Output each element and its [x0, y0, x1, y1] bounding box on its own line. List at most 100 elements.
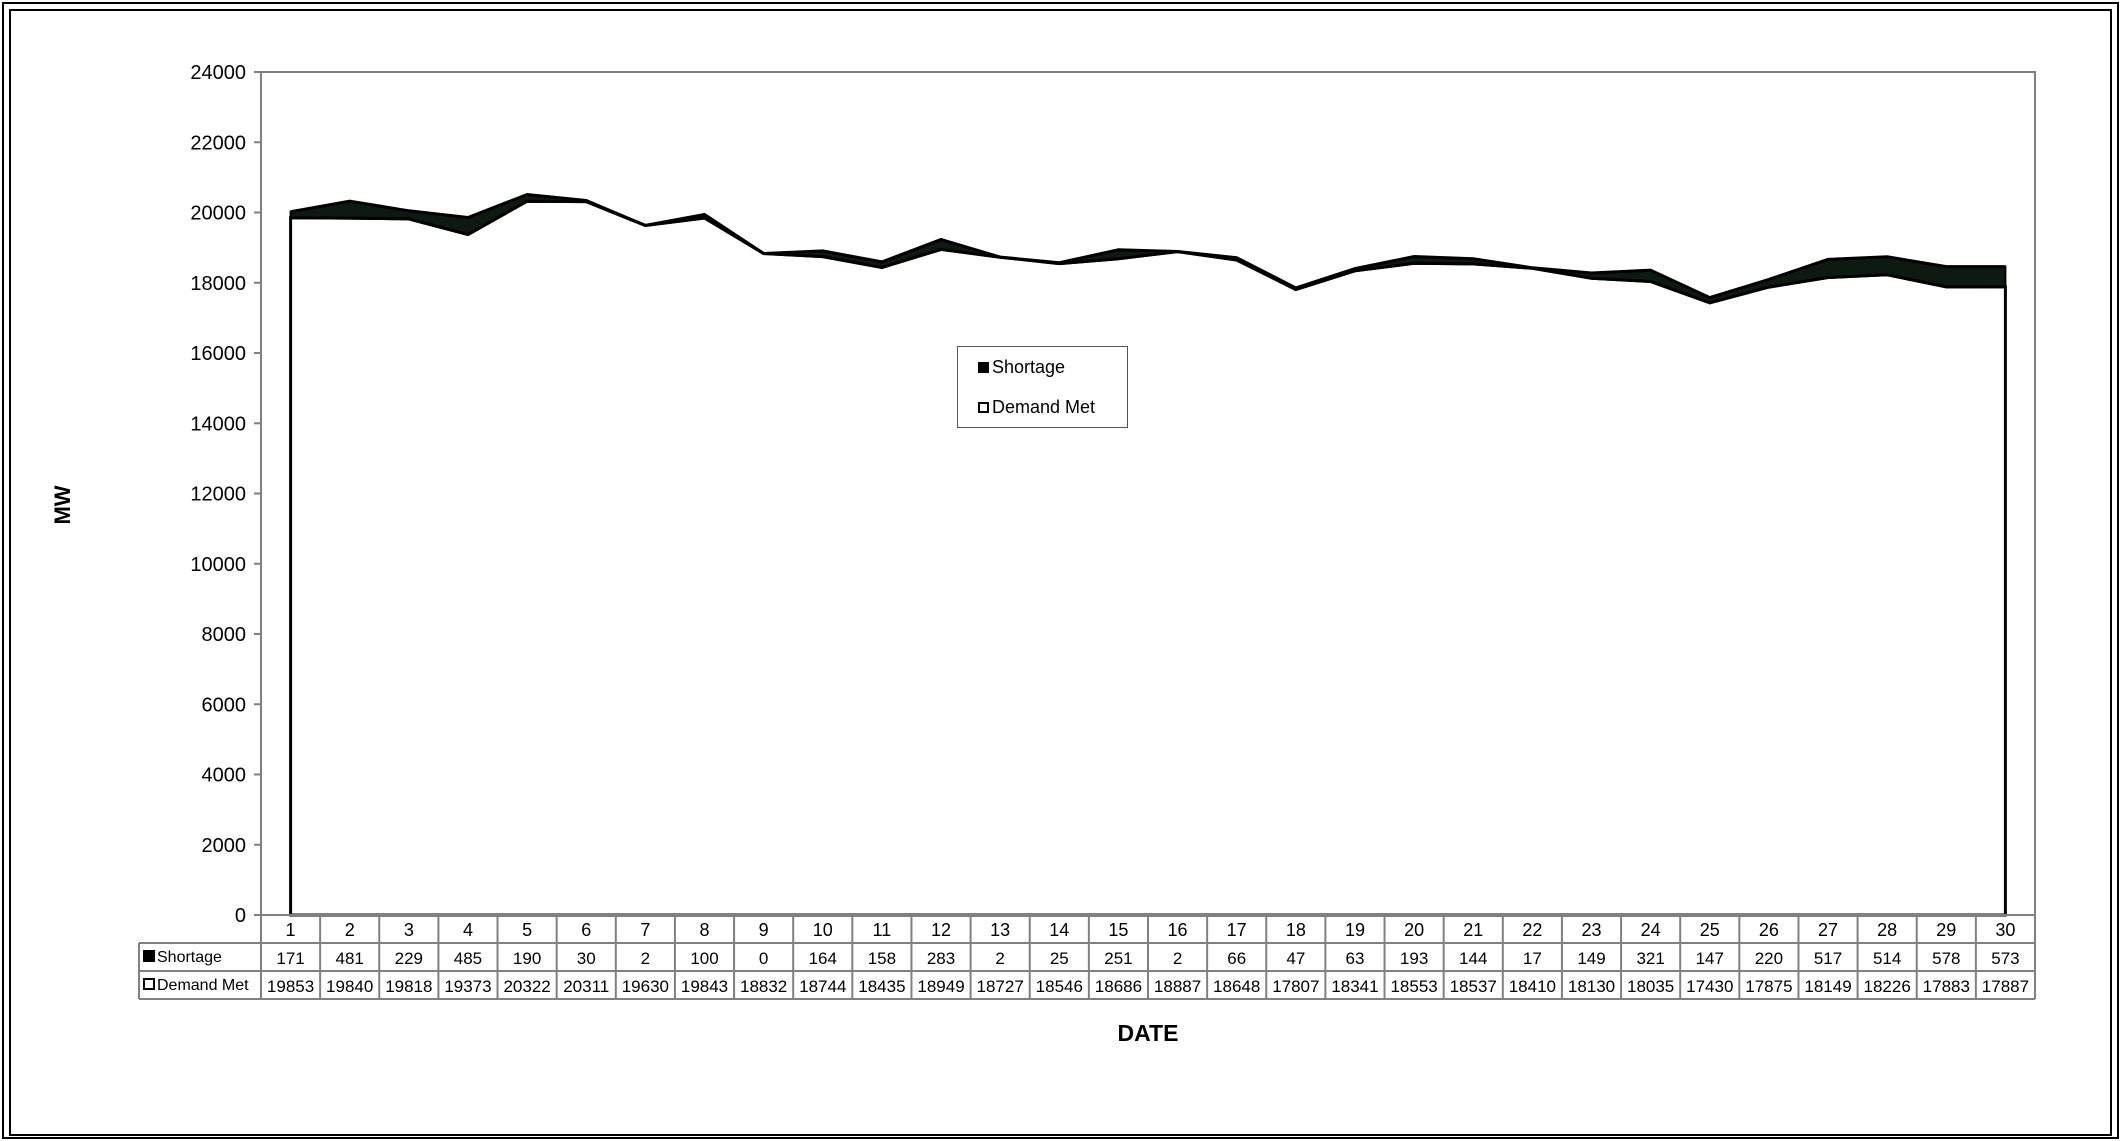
- table-cell: 0: [759, 949, 768, 968]
- x-tick-label: 8: [699, 920, 709, 940]
- x-tick-label: 26: [1759, 920, 1779, 940]
- table-cell: 63: [1346, 949, 1365, 968]
- table-cell: 18130: [1568, 977, 1615, 996]
- x-tick-label: 4: [463, 920, 473, 940]
- area-demand-met: [289, 199, 2007, 917]
- table-cell: 66: [1227, 949, 1246, 968]
- table-cell: 18226: [1864, 977, 1911, 996]
- inner-frame: [9, 9, 2112, 1136]
- y-tick-label: 14000: [190, 413, 246, 435]
- table-cell: 229: [395, 949, 423, 968]
- y-tick-label: 2000: [202, 835, 247, 857]
- x-tick-label: 13: [990, 920, 1010, 940]
- x-tick-label: 21: [1463, 920, 1483, 940]
- table-cell: 18341: [1331, 977, 1378, 996]
- x-tick-label: 12: [931, 920, 951, 940]
- x-tick-label: 24: [1641, 920, 1661, 940]
- x-tick-label: 6: [581, 920, 591, 940]
- line-shortage-top: [290, 192, 2006, 300]
- series-areas: [289, 192, 2007, 917]
- x-tick-label: 2: [345, 920, 355, 940]
- table-cell: 17875: [1745, 977, 1792, 996]
- table-cell: 18553: [1390, 977, 1437, 996]
- table-row-label: Demand Met: [157, 977, 249, 994]
- x-tick-label: 16: [1168, 920, 1188, 940]
- table-cell: 2: [1173, 949, 1182, 968]
- x-tick-label: 1: [286, 920, 296, 940]
- table-cell: 517: [1814, 949, 1842, 968]
- line-demand-met: [290, 199, 2006, 305]
- x-tick-label: 14: [1049, 920, 1069, 940]
- table-cell: 578: [1932, 949, 1960, 968]
- legend-swatch-shortage: [978, 362, 989, 373]
- table-cell: 193: [1400, 949, 1428, 968]
- table-cell: 18744: [799, 977, 846, 996]
- table-cell: 20311: [563, 977, 609, 996]
- table-cell: 283: [927, 949, 955, 968]
- table-cell: 144: [1459, 949, 1487, 968]
- x-tick-label: 3: [404, 920, 414, 940]
- table-swatch: [143, 950, 155, 962]
- table-cell: 17: [1523, 949, 1542, 968]
- y-tick-label: 0: [235, 905, 246, 927]
- table-cell: 18035: [1627, 977, 1674, 996]
- legend-label-demand-met: Demand Met: [992, 397, 1096, 417]
- table-cell: 18435: [858, 977, 905, 996]
- table-cell: 149: [1577, 949, 1605, 968]
- table-cell: 19818: [385, 977, 432, 996]
- x-tick-label: 27: [1818, 920, 1838, 940]
- table-cell: 481: [336, 949, 364, 968]
- x-axis-label: DATE: [1118, 1020, 1179, 1046]
- table-cell: 321: [1636, 949, 1664, 968]
- table-cell: 147: [1696, 949, 1724, 968]
- y-tick-label: 10000: [190, 554, 246, 576]
- x-tick-label: 9: [759, 920, 769, 940]
- table-cell: 19853: [267, 977, 314, 996]
- legend-item-shortage: Shortage: [978, 357, 1065, 378]
- table-cell: 18727: [977, 977, 1024, 996]
- x-tick-label: 22: [1522, 920, 1542, 940]
- x-tick-label: 19: [1345, 920, 1365, 940]
- x-tick-label: 7: [640, 920, 650, 940]
- table-cell: 190: [513, 949, 541, 968]
- legend-item-demand-met: Demand Met: [978, 397, 1095, 418]
- table-swatch: [143, 978, 155, 990]
- y-tick-label: 22000: [190, 132, 246, 154]
- table-cell: 18949: [917, 977, 964, 996]
- legend-swatch-demand-met: [978, 402, 989, 413]
- y-tick-label: 8000: [202, 624, 247, 646]
- legend-label-shortage: Shortage: [992, 357, 1066, 377]
- table-cell: 573: [1991, 949, 2019, 968]
- table-cell: 18149: [1804, 977, 1851, 996]
- y-tick-label: 20000: [190, 203, 246, 225]
- y-tick-label: 6000: [202, 694, 247, 716]
- table-cell: 17887: [1982, 977, 2029, 996]
- table-cell: 18648: [1213, 977, 1260, 996]
- table-cell: 18832: [740, 977, 787, 996]
- table-cell: 2: [641, 949, 650, 968]
- data-table: 1 2 3 4 5 6 7 8 9 10 11 12 13 14 15 16 17 18 19 20 21 22 23 24 2…: [138, 914, 2036, 1000]
- x-tick-label: 28: [1877, 920, 1897, 940]
- table-cell: 158: [868, 949, 896, 968]
- table-cell: 2: [995, 949, 1004, 968]
- table-cell: 18546: [1036, 977, 1083, 996]
- table-cell: 19630: [622, 977, 669, 996]
- y-tick-label: 18000: [190, 273, 246, 295]
- table-cell: 18537: [1450, 977, 1497, 996]
- table-cell: 514: [1873, 949, 1901, 968]
- table-row-label: Shortage: [157, 949, 222, 966]
- table-cell: 18887: [1154, 977, 1201, 996]
- y-tick-label: 4000: [202, 765, 247, 787]
- table-cell: 30: [577, 949, 596, 968]
- table-cell: 19840: [326, 977, 373, 996]
- y-tick-label: 12000: [190, 484, 246, 506]
- y-axis: 0 2000 4000 6000 8000 10000 12000 14000 16000 180…: [190, 62, 261, 927]
- table-cell: 220: [1755, 949, 1783, 968]
- x-tick-label: 20: [1404, 920, 1424, 940]
- table-cell: 17883: [1923, 977, 1970, 996]
- table-cell: 251: [1104, 949, 1132, 968]
- x-tick-label: 11: [873, 920, 892, 940]
- table-cell: 19373: [444, 977, 491, 996]
